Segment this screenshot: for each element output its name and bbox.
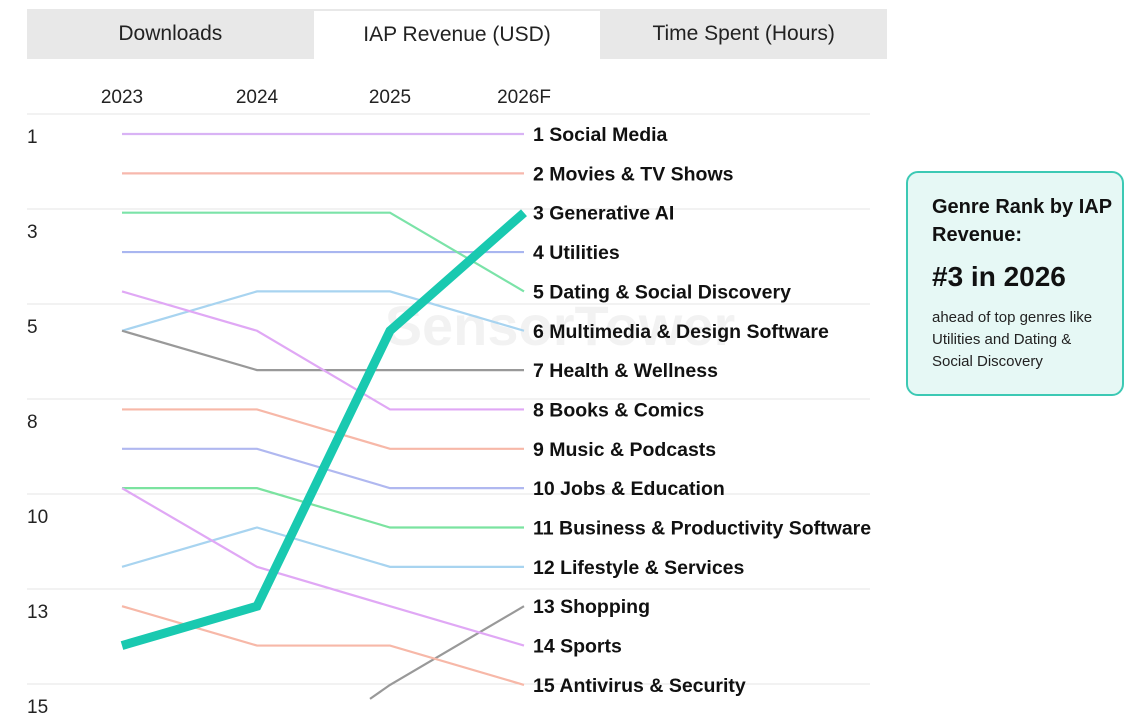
series-end-label: 4 Utilities — [533, 242, 620, 264]
series-end-label: 1 Social Media — [533, 124, 668, 146]
x-tick-label: 2025 — [369, 87, 411, 108]
series-end-label: 15 Antivirus & Security — [533, 675, 746, 697]
y-tick-label: 5 — [27, 317, 38, 338]
series-line-books-comics — [121, 290, 524, 411]
series-end-label: 9 Music & Podcasts — [533, 439, 716, 461]
series-end-label: 5 Dating & Social Discovery — [533, 281, 791, 303]
series-line-lifestyle-services — [121, 526, 524, 568]
series-line-business-productivity-software — [122, 487, 524, 529]
callout-highlight: #3 in 2026 — [932, 261, 1066, 292]
callout-box: Genre Rank by IAP Revenue: #3 in 2026 ah… — [906, 171, 1124, 396]
series-end-label: 14 Sports — [533, 636, 622, 658]
series-line-music-podcasts — [122, 408, 524, 450]
series-line-antivirus-security — [121, 605, 525, 686]
x-tick-label: 2024 — [236, 87, 279, 108]
series-end-label: 12 Lifestyle & Services — [533, 557, 745, 579]
metric-tabs: Downloads IAP Revenue (USD) Time Spent (… — [27, 9, 887, 59]
series-line-sports — [121, 487, 525, 647]
callout-body: ahead of top genres like Utilities and D… — [932, 309, 1093, 370]
tab-iap-revenue[interactable]: IAP Revenue (USD) — [313, 11, 601, 59]
tab-downloads[interactable]: Downloads — [118, 22, 223, 45]
y-tick-label: 15 — [27, 697, 48, 718]
series-line-shopping — [369, 605, 525, 700]
series-end-label: 6 Multimedia & Design Software — [533, 321, 829, 343]
series-end-label: 2 Movies & TV Shows — [533, 163, 734, 185]
series-end-label: 11 Business & Productivity Software — [533, 518, 871, 540]
series-end-label: 10 Jobs & Education — [533, 478, 725, 500]
series-end-label: 8 Books & Comics — [533, 399, 704, 421]
y-tick-label: 10 — [27, 507, 48, 528]
series-end-label: 3 Generative AI — [533, 203, 674, 225]
x-tick-label: 2023 — [101, 87, 143, 108]
tab-time-spent[interactable]: Time Spent (Hours) — [652, 22, 835, 45]
x-tick-label: 2026F — [497, 87, 551, 108]
series-line-dating-social-discovery — [122, 211, 525, 293]
series-end-label: 7 Health & Wellness — [533, 360, 718, 382]
y-tick-label: 13 — [27, 602, 48, 623]
y-tick-label: 3 — [27, 222, 38, 243]
callout-title: Genre Rank by IAP Revenue: — [932, 196, 1112, 246]
series-line-generative-ai — [120, 209, 527, 650]
series-end-label: 13 Shopping — [533, 596, 650, 618]
y-tick-label: 8 — [27, 412, 38, 433]
y-tick-label: 1 — [27, 127, 38, 148]
